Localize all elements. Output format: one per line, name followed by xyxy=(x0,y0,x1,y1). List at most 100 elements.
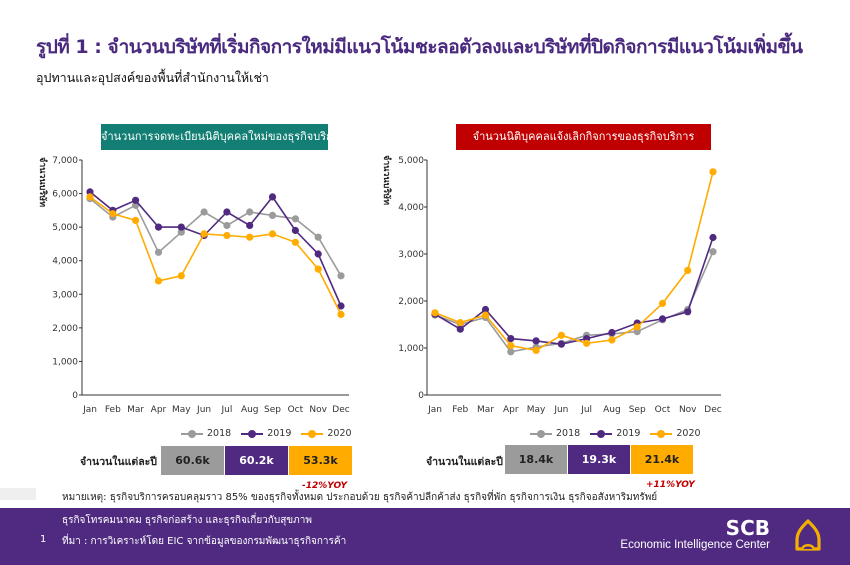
data-point-2019 xyxy=(177,223,185,231)
data-point-2020 xyxy=(109,210,117,218)
legend-swatch-2018 xyxy=(181,429,203,438)
x-tick-label: Oct xyxy=(288,405,304,415)
x-tick-label: Nov xyxy=(309,405,327,415)
data-point-2020 xyxy=(223,231,231,240)
x-tick-label: Oct xyxy=(655,405,671,415)
data-point-2020 xyxy=(583,339,591,347)
annual-total-2020-left: 53.3k xyxy=(289,446,352,475)
x-tick-label: Aug xyxy=(603,405,621,415)
data-point-2019 xyxy=(684,308,692,316)
logo-name: Economic Intelligence Center xyxy=(620,539,770,551)
data-point-2018 xyxy=(709,248,717,256)
data-point-2020 xyxy=(200,230,208,238)
data-point-2019 xyxy=(132,196,140,204)
x-tick-label: Dec xyxy=(704,405,721,415)
x-tick-label: May xyxy=(527,405,546,415)
legend-label-2018: 2018 xyxy=(207,428,232,439)
data-point-2019 xyxy=(246,221,254,230)
x-tick-label: Jun xyxy=(553,405,568,415)
y-tick-label: 2,000 xyxy=(398,297,424,307)
data-point-2020 xyxy=(633,323,641,331)
y-tick-label: 3,000 xyxy=(52,290,78,300)
yoy-left: -12%YOY xyxy=(302,481,347,491)
data-point-2020 xyxy=(246,233,254,241)
y-tick-label: 5,000 xyxy=(52,223,78,233)
chart-left-title: จำนวนการจดทะเบียนนิติบุคคลใหม่ของธุรกิจบ… xyxy=(101,124,345,150)
series-line-2020 xyxy=(89,196,342,315)
legend-swatch-2020 xyxy=(650,429,673,438)
note-line-1: หมายเหตุ: ธุรกิจบริการครอบคลุมราว 85% ขอ… xyxy=(62,492,658,503)
x-tick-label: Aug xyxy=(241,405,259,415)
data-point-2019 xyxy=(481,305,490,314)
data-point-2019 xyxy=(314,250,322,258)
legend-label-2020: 2020 xyxy=(327,428,352,439)
data-point-2020 xyxy=(557,331,566,339)
data-point-2020 xyxy=(154,277,163,285)
legend-swatch-2018 xyxy=(530,429,552,438)
data-point-2020 xyxy=(481,311,490,319)
series-line-2019 xyxy=(434,237,714,346)
annual-total-2019-left: 60.2k xyxy=(225,446,288,475)
x-tick-label: May xyxy=(172,405,191,415)
x-tick-label: Nov xyxy=(679,405,697,415)
data-point-2019 xyxy=(337,302,345,310)
legend-label-2018: 2018 xyxy=(556,428,581,439)
data-point-2020 xyxy=(431,309,439,317)
data-point-2020 xyxy=(532,346,540,354)
data-point-2020 xyxy=(507,342,515,350)
note-line-2: ธุรกิจโทรคมนาคม ธุรกิจก่อสร้าง และธุรกิจ… xyxy=(62,515,312,526)
annual-label-right: จำนวนในแต่ละปี xyxy=(426,456,503,468)
x-tick-label: Jul xyxy=(220,405,232,415)
data-point-2018 xyxy=(223,221,231,230)
data-point-2019 xyxy=(268,193,277,201)
chart-right-title: จำนวนนิติบุคคลแจ้งเลิกกิจการของธุรกิจบริ… xyxy=(456,124,711,150)
data-point-2018 xyxy=(268,211,277,219)
x-tick-label: Dec xyxy=(332,405,349,415)
data-point-2020 xyxy=(314,265,322,273)
legend-swatch-2019 xyxy=(590,429,613,438)
legend-label-2019: 2019 xyxy=(267,428,292,439)
data-point-2020 xyxy=(337,310,345,318)
data-point-2020 xyxy=(684,266,692,274)
series-2018 xyxy=(86,195,345,280)
data-point-2019 xyxy=(507,335,515,343)
series-2020 xyxy=(431,168,717,354)
x-tick-label: Jan xyxy=(82,405,97,415)
legend-item-2018: 2018 xyxy=(530,428,580,439)
data-point-2018 xyxy=(200,208,208,216)
page-subtitle: อุปทานและอุปสงค์ของพื้นที่สำนักงานให้เช่… xyxy=(36,70,269,85)
page-title: รูปที่ 1 : จำนวนบริษัทที่เริ่มกิจการใหม่… xyxy=(36,36,803,58)
y-tick-label: 0 xyxy=(418,391,424,401)
data-point-2018 xyxy=(246,208,254,216)
x-tick-label: Jul xyxy=(580,405,592,415)
legend-item-2020: 2020 xyxy=(650,428,701,439)
series-line-2018 xyxy=(89,197,342,277)
data-point-2020 xyxy=(177,272,185,280)
x-tick-label: Feb xyxy=(452,405,468,415)
data-point-2019 xyxy=(532,337,540,345)
series-line-2020 xyxy=(434,171,714,352)
x-tick-label: Sep xyxy=(264,405,281,415)
source-note: ที่มา : การวิเคราะห์โดย EIC จากข้อมูลของ… xyxy=(62,536,347,547)
data-point-2020 xyxy=(268,230,277,238)
data-point-2019 xyxy=(608,328,616,337)
y-tick-label: 6,000 xyxy=(52,190,78,200)
y-axis-label: จำนวนบริษัท xyxy=(381,155,392,205)
legend-item-2020: 2020 xyxy=(301,428,352,439)
data-point-2018 xyxy=(177,228,185,236)
data-point-2018 xyxy=(291,215,299,223)
data-point-2019 xyxy=(154,223,163,231)
y-tick-label: 0 xyxy=(72,391,78,401)
x-tick-label: Apr xyxy=(503,405,519,415)
data-point-2018 xyxy=(507,348,515,356)
annual-total-2019-right: 19.3k xyxy=(568,445,630,474)
x-tick-label: Mar xyxy=(477,405,494,415)
data-point-2019 xyxy=(223,208,231,216)
legend-right: 2018 2019 2020 xyxy=(530,428,707,439)
data-point-2019 xyxy=(658,315,667,323)
y-tick-label: 2,000 xyxy=(52,324,78,334)
data-point-2020 xyxy=(291,238,299,246)
data-point-2019 xyxy=(291,226,299,235)
y-tick-label: 1,000 xyxy=(398,344,424,354)
